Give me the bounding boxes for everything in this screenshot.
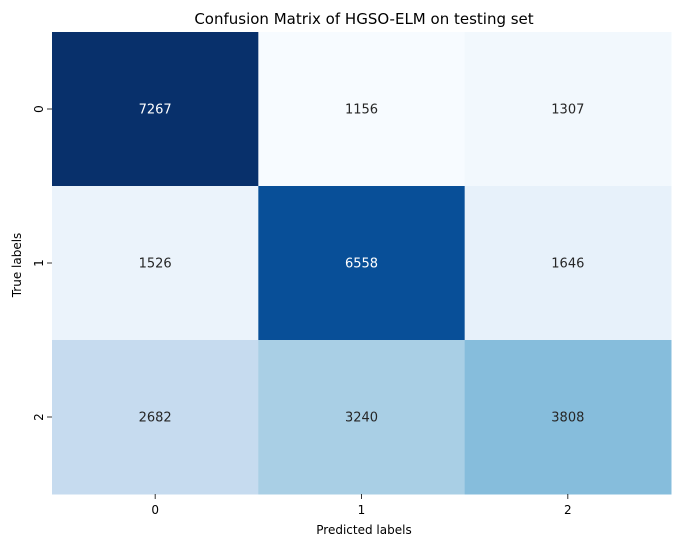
heatmap-cell-0-2 [464, 32, 672, 187]
cell-annotation-1-1: 6558 [345, 257, 378, 272]
y-tick-label: 1 [32, 259, 46, 267]
cell-annotation-1-0: 1526 [139, 257, 172, 272]
heatmap-cells [52, 32, 672, 495]
x-tick-label: 0 [151, 503, 159, 517]
heatmap-cell-2-1 [258, 340, 466, 495]
y-tick-label: 0 [32, 105, 46, 113]
heatmap-cell-1-2 [464, 186, 672, 341]
heatmap-cell-1-0 [52, 186, 259, 341]
heatmap-cell-0-1 [258, 32, 466, 187]
heatmap-cell-1-1 [258, 186, 466, 341]
cell-annotation-2-0: 2682 [139, 411, 172, 426]
y-tick-label: 2 [32, 413, 46, 421]
cell-annotation-0-2: 1307 [551, 103, 584, 118]
heatmap-cell-2-0 [52, 340, 259, 495]
cell-annotation-1-2: 1646 [551, 257, 584, 272]
x-axis-ticks: 0 1 2 [151, 494, 572, 517]
cell-annotation-0-1: 1156 [345, 103, 378, 118]
cell-annotation-0-0: 7267 [139, 103, 172, 118]
x-tick-label: 2 [564, 503, 572, 517]
x-tick-label: 1 [358, 503, 366, 517]
heatmap-cell-0-0 [52, 32, 259, 187]
cell-annotations: 7267 1156 1307 1526 6558 1646 2682 3240 3808 [139, 103, 585, 426]
chart-title: Confusion Matrix of HGSO-ELM on testing … [194, 10, 533, 28]
y-axis-ticks: 0 1 2 [32, 105, 52, 421]
y-axis-label: True labels [10, 233, 24, 299]
cell-annotation-2-2: 3808 [551, 411, 584, 426]
cell-annotation-2-1: 3240 [345, 411, 378, 426]
x-axis-label: Predicted labels [316, 523, 411, 537]
heatmap-cell-2-2 [464, 340, 672, 495]
